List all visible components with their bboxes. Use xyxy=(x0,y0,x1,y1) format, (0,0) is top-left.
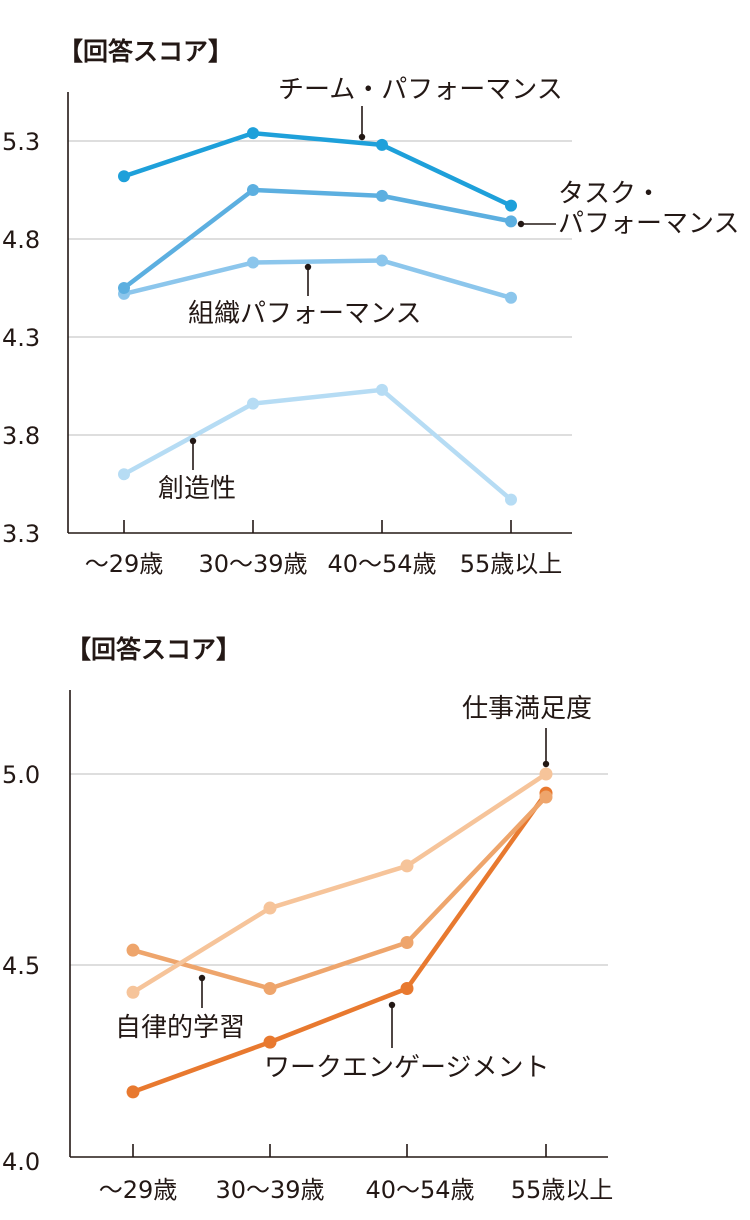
series-label-organization-performance: 組織パフォーマンス xyxy=(188,299,421,329)
x-tick-label: 30～39歳 xyxy=(215,1176,324,1204)
chart-2-axes xyxy=(69,690,608,1158)
chart-1-y-tick-labels: 5.3 4.8 4.3 3.8 3.3 xyxy=(2,128,40,548)
data-point-1-1-2 xyxy=(400,936,414,950)
y-tick-label: 4.8 xyxy=(2,226,40,254)
x-tick-label: ～29歳 xyxy=(99,1176,178,1204)
data-point-0-2-3 xyxy=(505,291,517,304)
x-tick-label: 40～54歳 xyxy=(327,550,436,578)
leader-dot xyxy=(517,220,525,228)
series-line-0-0 xyxy=(123,130,512,208)
data-point-0-3-3 xyxy=(505,493,517,506)
y-tick-label: 4.5 xyxy=(2,952,40,980)
data-point-0-3-1 xyxy=(247,397,259,410)
x-tick-label: 55歳以上 xyxy=(460,550,563,578)
data-point-0-3-0 xyxy=(118,468,130,481)
data-point-0-1-1 xyxy=(247,184,259,196)
series-label-creativity: 創造性 xyxy=(158,474,236,504)
series-line-0-3 xyxy=(122,387,513,502)
leader-dot xyxy=(189,437,197,445)
x-tick-label: 30～39歳 xyxy=(198,550,307,578)
leader-dot xyxy=(388,1001,396,1009)
data-point-1-1-0 xyxy=(126,943,140,957)
data-point-1-0-1 xyxy=(263,901,277,915)
y-tick-label: 3.3 xyxy=(2,520,40,548)
x-tick-label: 55歳以上 xyxy=(511,1176,614,1204)
x-tick-label: 40～54歳 xyxy=(365,1176,474,1204)
data-point-0-1-0 xyxy=(118,282,130,294)
chart-1-axes xyxy=(67,92,572,534)
data-point-0-0-3 xyxy=(505,199,517,212)
series-label-work-engagement: ワークエンゲージメント xyxy=(264,1053,549,1083)
data-point-0-0-0 xyxy=(118,170,130,183)
series-line-1-0 xyxy=(131,772,548,995)
y-tick-label: 4.0 xyxy=(2,1148,40,1176)
data-point-1-2-0 xyxy=(126,1085,140,1099)
data-point-0-1-3 xyxy=(505,215,517,228)
chart-2-x-tick-labels: ～29歳 30～39歳 40～54歳 55歳以上 xyxy=(99,1176,614,1204)
leader-dot xyxy=(542,760,550,768)
data-point-0-0-1 xyxy=(247,127,259,140)
chart-1-labels: チーム・パフォーマンス タスク・パフォーマンス 組織パフォーマンス 創造性 xyxy=(158,75,739,504)
leader-dot xyxy=(198,974,206,982)
data-point-1-2-1 xyxy=(263,1035,277,1049)
data-point-0-2-1 xyxy=(247,256,259,269)
series-line-1-1 xyxy=(132,795,548,991)
data-point-1-0-3 xyxy=(539,767,553,781)
series-label-task-performance-line1: タスク・パフォーマンス xyxy=(558,179,739,239)
y-tick-label: 3.8 xyxy=(2,422,40,450)
series-label-task-performance-part: パフォーマンス xyxy=(558,209,739,239)
y-tick-label: 5.0 xyxy=(2,761,40,789)
chart-1-series xyxy=(118,127,517,506)
chart-1: 【回答スコア】 5.3 4.8 4.3 3.8 3.3 ～29歳 30～39歳 … xyxy=(2,37,739,578)
chart-1-x-tick-labels: ～29歳 30～39歳 40～54歳 55歳以上 xyxy=(85,550,563,578)
y-tick-label: 4.3 xyxy=(2,324,40,352)
leader-dot xyxy=(304,263,312,271)
series-label-task-performance-part: タスク・ xyxy=(558,179,661,209)
series-label-self-directed-learning: 自律的学習 xyxy=(115,1013,245,1043)
series-line-0-2 xyxy=(123,258,512,300)
data-point-1-0-2 xyxy=(400,859,414,873)
chart-2-labels: 仕事満足度 自律的学習 ワークエンゲージメント xyxy=(115,694,592,1083)
series-label-team-performance: チーム・パフォーマンス xyxy=(278,75,563,105)
x-tick-label: ～29歳 xyxy=(85,550,164,578)
chart-2-y-tick-labels: 5.0 4.5 4.0 xyxy=(2,761,40,1176)
data-point-1-1-3 xyxy=(539,790,553,804)
data-point-0-1-2 xyxy=(376,189,388,202)
data-point-0-2-2 xyxy=(376,254,388,267)
chart-1-title: 【回答スコア】 xyxy=(58,37,233,66)
leader-dot xyxy=(358,133,366,141)
series-line-1-2 xyxy=(132,791,548,1095)
data-point-0-3-2 xyxy=(376,383,388,396)
chart-2-title: 【回答スコア】 xyxy=(66,635,241,664)
data-point-1-1-1 xyxy=(263,981,277,995)
series-line-0-1 xyxy=(122,187,512,290)
chart-2-grid xyxy=(70,773,608,966)
data-point-1-2-2 xyxy=(400,981,414,995)
data-point-1-0-0 xyxy=(126,985,140,999)
data-point-0-0-2 xyxy=(376,138,388,151)
series-label-job-satisfaction: 仕事満足度 xyxy=(462,694,592,724)
y-tick-label: 5.3 xyxy=(2,128,40,156)
chart-2: 【回答スコア】 5.0 4.5 4.0 ～29歳 30～39歳 40～54歳 5… xyxy=(2,635,613,1204)
chart-2-series xyxy=(126,767,553,1099)
